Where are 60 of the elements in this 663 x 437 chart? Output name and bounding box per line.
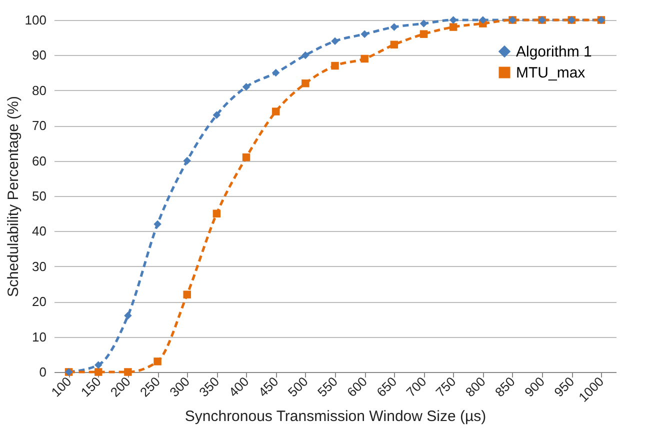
x-tick-label: 650 (374, 374, 400, 400)
x-tick-label: 450 (255, 374, 282, 400)
point (94, 368, 102, 376)
point (212, 210, 221, 218)
x-tick-label: 750 (432, 374, 459, 400)
point (272, 68, 280, 77)
legend-label: Algorithm 1 (516, 44, 592, 60)
point (94, 361, 102, 369)
point (242, 83, 250, 91)
x-tick-label: 850 (492, 374, 518, 400)
y-tick-label: 70 (32, 118, 46, 134)
x-tick-label: 200 (107, 374, 134, 400)
point (420, 30, 428, 38)
point (331, 62, 339, 70)
x-tick-label: 300 (166, 374, 193, 400)
y-tick-label: 50 (32, 188, 46, 204)
point (302, 51, 310, 60)
y-tick-label: 30 (32, 258, 46, 274)
point (390, 40, 398, 49)
x-tick-label: 900 (522, 374, 548, 400)
x-tick-label: 550 (314, 374, 340, 400)
point (124, 368, 132, 376)
y-tick-label: 100 (24, 12, 46, 28)
x-tick-label: 800 (462, 374, 488, 400)
x-tick-label: 350 (196, 374, 222, 400)
point (272, 108, 280, 116)
x-tick-label: 950 (551, 374, 578, 400)
point (124, 312, 132, 320)
x-axis-title: Synchronous Transmission Window Size (µs) (184, 408, 486, 425)
point (331, 37, 339, 45)
x-tick-label: 150 (78, 374, 104, 400)
point (183, 156, 191, 165)
x-tick-label: 100 (48, 374, 74, 400)
point (212, 111, 221, 119)
point (420, 20, 428, 28)
y-tick-label: 60 (32, 153, 46, 168)
x-tick-label: 250 (137, 374, 163, 400)
point (154, 358, 162, 366)
legend-label: MTU_max (516, 64, 586, 82)
point (154, 220, 162, 228)
y-axis-title: Schedulability Percentage (%) (4, 96, 22, 297)
y-tick-label: 40 (32, 224, 46, 239)
point (390, 23, 398, 31)
x-tick-label: 500 (284, 374, 311, 400)
point (360, 54, 368, 63)
y-tick-label: 10 (32, 329, 46, 344)
point (242, 153, 250, 162)
point (479, 16, 487, 24)
point (360, 30, 368, 38)
x-tick-label: 700 (403, 374, 430, 400)
point (183, 290, 191, 298)
y-tick-label: 80 (32, 82, 46, 98)
x-tick-label: 600 (344, 374, 370, 400)
y-tick-label: 90 (32, 48, 46, 63)
point (449, 23, 458, 31)
y-tick-label: 0 (39, 364, 46, 380)
y-tick-label: 20 (32, 294, 46, 310)
x-tick-label: 400 (226, 374, 252, 400)
point (302, 79, 310, 88)
point (449, 16, 458, 24)
